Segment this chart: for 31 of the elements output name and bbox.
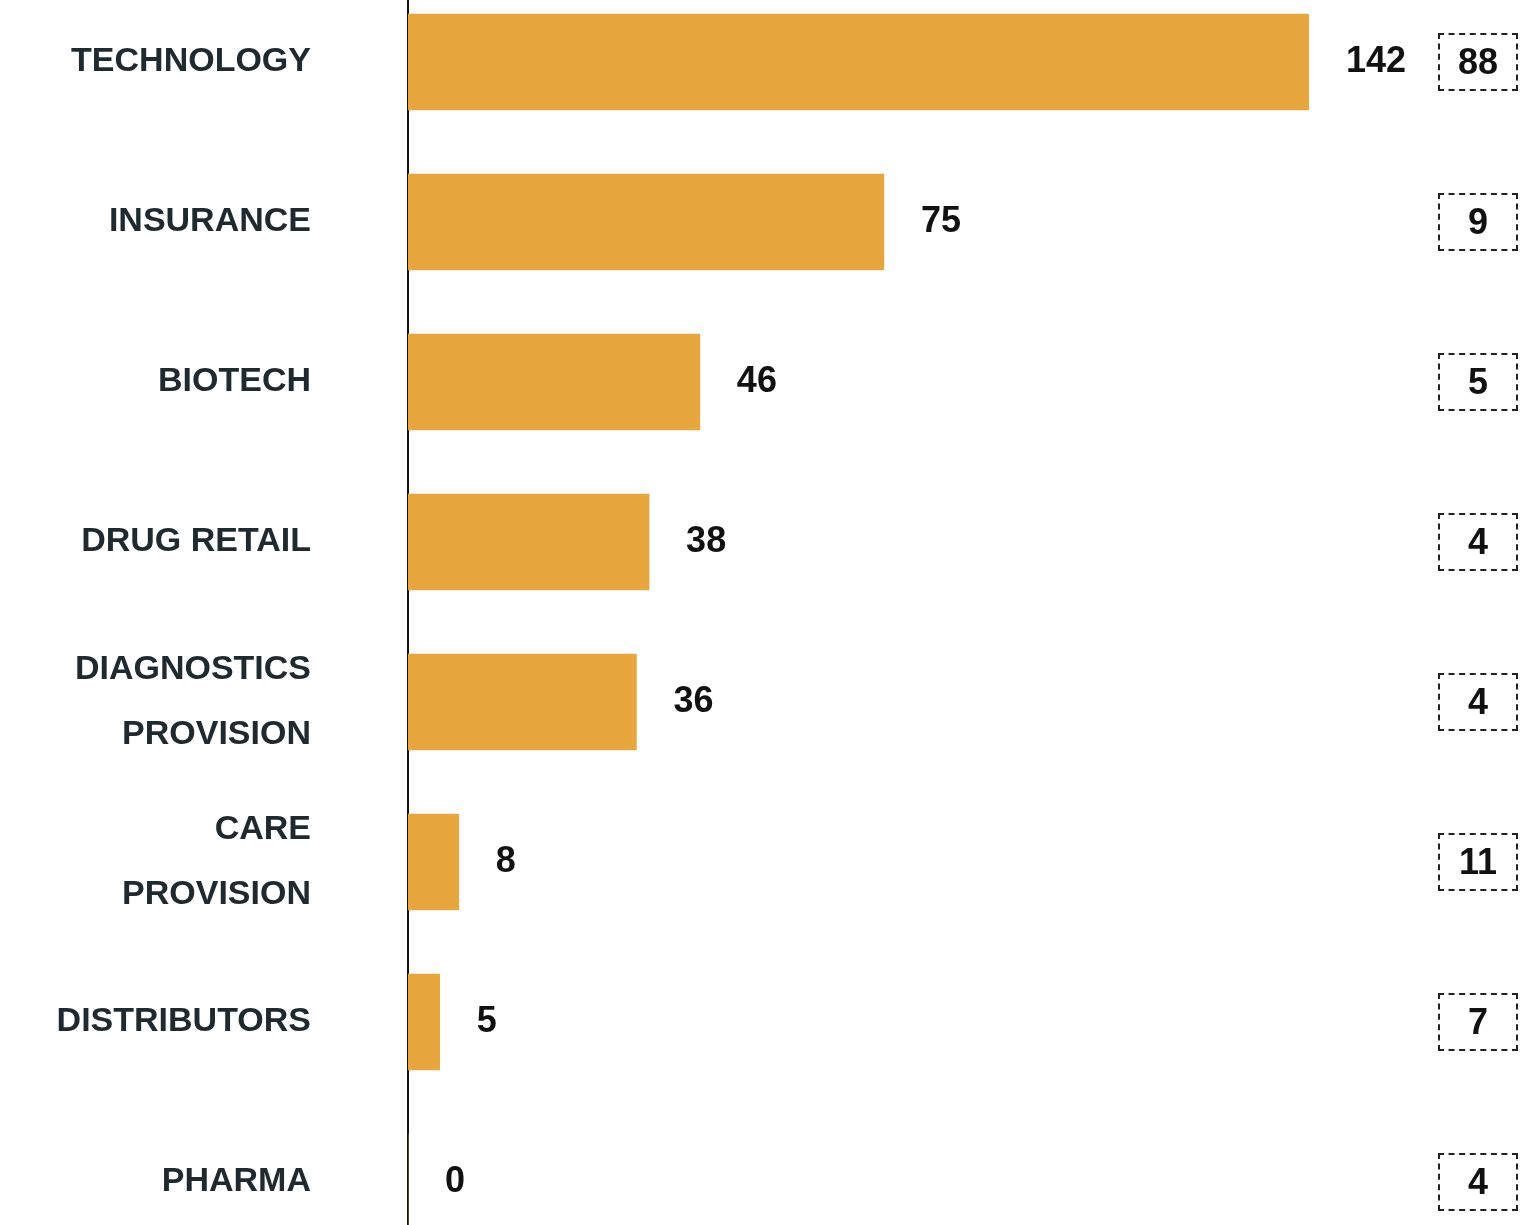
- y-tick-label: BIOTECH: [158, 360, 311, 399]
- bar: [408, 13, 1309, 111]
- text: 9: [1438, 193, 1518, 251]
- bar: [408, 973, 441, 1071]
- text: 4: [1438, 1153, 1518, 1211]
- y-tick-label: INSURANCE: [108, 200, 311, 239]
- data-label: 38: [686, 518, 727, 560]
- bar: [408, 813, 460, 911]
- y-tick-label: CARE PROVISION: [122, 808, 311, 911]
- data-label: 142: [1346, 38, 1407, 80]
- bar: [408, 333, 701, 431]
- text: 88: [1438, 33, 1518, 91]
- data-label: 8: [495, 838, 516, 880]
- bar: [408, 653, 637, 751]
- text: 7: [1438, 993, 1518, 1051]
- y-tick-label: DIAGNOSTICS PROVISION: [74, 648, 311, 751]
- y-tick-label: DISTRIBUTORS: [56, 1000, 311, 1039]
- y-tick-label: DRUG RETAIL: [81, 520, 311, 559]
- text: 5: [1438, 353, 1518, 411]
- data-label: 36: [673, 678, 714, 720]
- data-label: 75: [920, 198, 961, 240]
- y-tick-label: PHARMA: [161, 1160, 311, 1199]
- y-tick-label: TECHNOLOGY: [71, 40, 312, 79]
- data-label: 5: [476, 998, 497, 1040]
- text: 11: [1438, 833, 1518, 891]
- bar: [408, 173, 885, 271]
- data-label: 46: [736, 358, 777, 400]
- data-label: 0: [445, 1158, 466, 1200]
- text: 4: [1438, 673, 1518, 731]
- bar: [408, 493, 650, 591]
- text: 4: [1438, 513, 1518, 571]
